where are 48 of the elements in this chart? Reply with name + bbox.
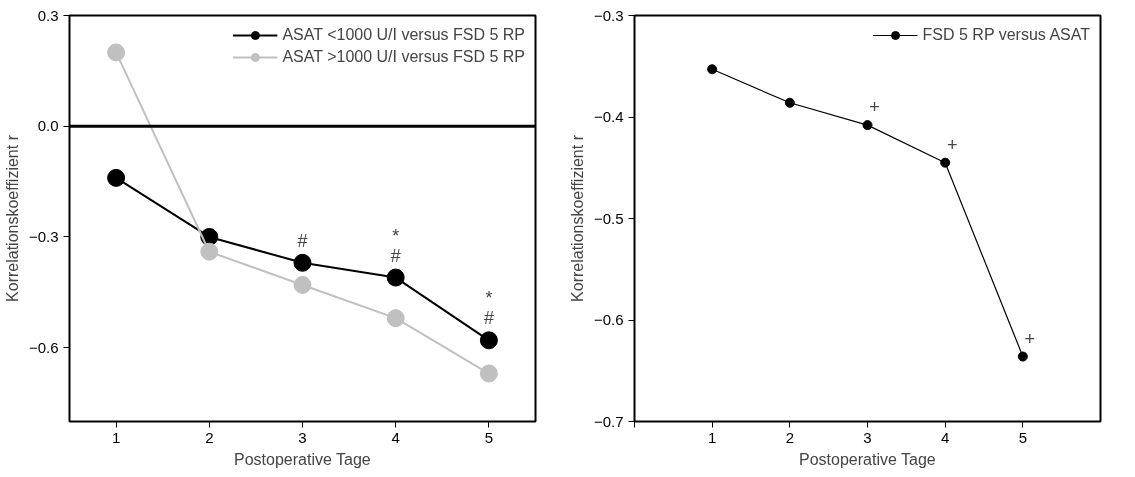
point — [293, 253, 312, 272]
annotation: + — [869, 97, 880, 118]
legend-label: ASAT >1000 U/I versus FSD 5 RP — [282, 48, 525, 66]
x-tick-label: 3 — [863, 428, 872, 446]
legend-label: ASAT <1000 U/I versus FSD 5 RP — [282, 26, 525, 44]
point — [386, 309, 405, 328]
y-tick-label: −0.6 — [28, 338, 59, 356]
legend-label: FSD 5 RP versus ASAT — [922, 26, 1090, 44]
annotation: + — [1024, 328, 1036, 349]
x-tick-label: 4 — [391, 428, 400, 446]
y-tick-label: −0.7 — [593, 412, 624, 430]
y-tick-label: −0.6 — [593, 311, 624, 328]
x-axis-title: Postoperative Tage — [234, 450, 371, 468]
annotation: * — [392, 225, 400, 246]
point — [479, 331, 498, 350]
point — [1017, 351, 1028, 362]
point — [784, 97, 795, 108]
y-tick-label: 0.3 — [37, 6, 59, 24]
y-tick-label: −0.4 — [593, 108, 624, 125]
y-tick-label: −0.3 — [593, 6, 624, 24]
point — [200, 242, 219, 261]
point — [293, 275, 312, 294]
x-tick-label: 2 — [205, 428, 214, 446]
annotation: # — [483, 308, 494, 329]
y-axis-title: Korrelationskoeffizient r — [568, 134, 586, 302]
annotation: + — [946, 134, 958, 155]
y-tick-label: −0.3 — [28, 227, 59, 245]
annotation: * — [485, 288, 493, 309]
x-tick-label: 5 — [1018, 428, 1028, 446]
x-tick-label: 4 — [941, 428, 950, 446]
y-axis-title: Korrelationskoeffizient r — [3, 134, 21, 302]
point — [940, 157, 951, 168]
x-tick-label: 1 — [111, 428, 121, 446]
x-tick-label: 5 — [484, 428, 494, 446]
point — [862, 120, 873, 131]
point — [107, 168, 126, 187]
y-tick-label: −0.5 — [593, 209, 624, 227]
x-tick-label: 2 — [785, 428, 795, 446]
annotation: # — [297, 230, 308, 251]
point — [107, 43, 126, 62]
annotation: # — [390, 245, 401, 266]
x-tick-label: 1 — [708, 428, 717, 446]
x-tick-label: 3 — [298, 428, 307, 446]
x-axis-title: Postoperative Tage — [799, 450, 936, 468]
y-tick-label: 0.0 — [37, 117, 59, 135]
point — [386, 268, 405, 287]
point — [479, 364, 498, 383]
point — [707, 64, 718, 75]
